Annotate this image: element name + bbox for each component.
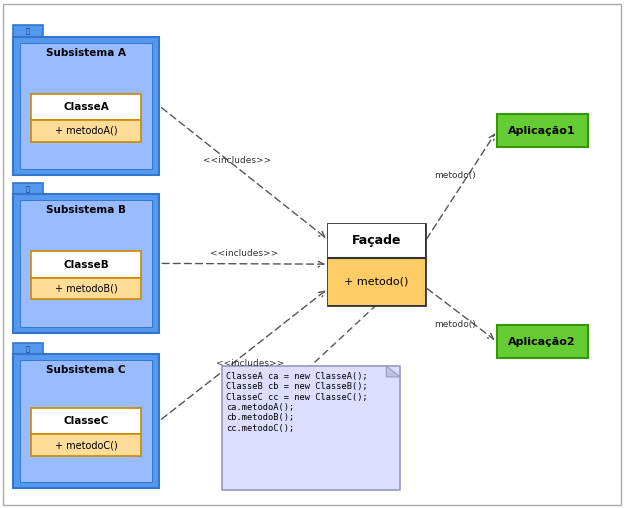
Text: Subsistema A: Subsistema A: [46, 48, 126, 58]
Text: ClasseA ca = new ClasseA();
ClasseB cb = new ClasseB();
ClasseC cc = new ClasseC: ClasseA ca = new ClasseA(); ClasseB cb =…: [226, 372, 368, 433]
Text: metodo(): metodo(): [434, 321, 476, 329]
FancyBboxPatch shape: [20, 360, 152, 482]
FancyBboxPatch shape: [222, 366, 400, 490]
Text: + metodo(): + metodo(): [344, 276, 409, 286]
Text: metodo(): metodo(): [434, 171, 476, 180]
FancyBboxPatch shape: [20, 43, 152, 169]
Text: ClasseA: ClasseA: [63, 102, 109, 112]
FancyBboxPatch shape: [12, 183, 42, 194]
Text: Aplicação1: Aplicação1: [508, 126, 576, 136]
FancyBboxPatch shape: [328, 224, 425, 258]
FancyBboxPatch shape: [31, 278, 141, 299]
FancyBboxPatch shape: [328, 258, 425, 305]
FancyBboxPatch shape: [12, 37, 159, 175]
Text: Façade: Façade: [352, 234, 401, 247]
FancyBboxPatch shape: [31, 251, 141, 278]
Text: ClasseB: ClasseB: [63, 260, 109, 270]
FancyBboxPatch shape: [20, 200, 152, 327]
FancyBboxPatch shape: [497, 114, 588, 147]
Polygon shape: [386, 366, 400, 377]
FancyBboxPatch shape: [31, 120, 141, 142]
FancyBboxPatch shape: [12, 25, 42, 37]
Text: + metodoB(): + metodoB(): [54, 283, 118, 294]
FancyBboxPatch shape: [12, 343, 42, 354]
Text: ⚿: ⚿: [26, 345, 29, 352]
Text: Aplicação2: Aplicação2: [508, 337, 576, 346]
Text: ⚿: ⚿: [26, 27, 29, 35]
FancyBboxPatch shape: [497, 325, 588, 358]
FancyBboxPatch shape: [31, 94, 141, 120]
FancyBboxPatch shape: [12, 194, 159, 333]
Text: <<includes>>: <<includes>>: [209, 249, 278, 258]
Text: ClasseC: ClasseC: [63, 416, 109, 426]
Text: Subsistema B: Subsistema B: [46, 205, 126, 215]
FancyBboxPatch shape: [31, 434, 141, 456]
Text: Subsistema C: Subsistema C: [46, 365, 126, 375]
Text: <<includes>>: <<includes>>: [203, 156, 272, 165]
FancyBboxPatch shape: [31, 408, 141, 434]
Text: + metodoC(): + metodoC(): [54, 440, 118, 450]
Text: + metodoA(): + metodoA(): [54, 126, 118, 136]
Text: ⚿: ⚿: [26, 185, 29, 192]
FancyBboxPatch shape: [12, 354, 159, 488]
Text: <<includes>>: <<includes>>: [216, 359, 284, 368]
